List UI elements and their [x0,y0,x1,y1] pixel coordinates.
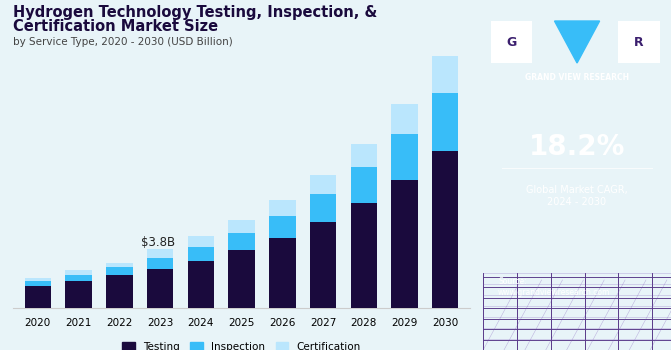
FancyBboxPatch shape [491,21,532,63]
Text: $3.8B: $3.8B [141,236,175,249]
Bar [391,180,418,308]
Text: Certification Market Size: Certification Market Size [13,19,219,34]
Text: R: R [634,35,644,49]
Bar [25,281,51,286]
Text: Global Market CAGR,
2024 - 2030: Global Market CAGR, 2024 - 2030 [526,185,628,207]
Bar [350,167,377,203]
Bar [432,56,458,93]
Bar [65,271,92,275]
Bar [188,261,214,308]
Polygon shape [554,21,600,63]
Bar [147,269,173,308]
Bar [269,216,295,238]
Text: Hydrogen Technology Testing, Inspection, &: Hydrogen Technology Testing, Inspection,… [13,5,378,20]
Bar [65,281,92,308]
Bar [65,275,92,281]
Bar [350,144,377,167]
Bar [106,275,133,308]
Bar [432,93,458,152]
Bar [391,134,418,180]
Bar [228,250,255,308]
Bar [106,262,133,267]
Bar [147,248,173,258]
Bar [310,222,336,308]
Bar [147,258,173,269]
Bar [106,267,133,275]
Bar [25,278,51,281]
Bar [310,175,336,194]
Bar [391,104,418,134]
Bar [350,203,377,308]
Text: G: G [506,35,517,49]
Bar [269,238,295,308]
Bar [228,220,255,233]
Text: GRAND VIEW RESEARCH: GRAND VIEW RESEARCH [525,72,629,82]
Bar [310,194,336,222]
Bar [188,236,214,247]
FancyBboxPatch shape [619,21,660,63]
Legend: Testing, Inspection, Certification: Testing, Inspection, Certification [118,338,365,350]
Bar [25,286,51,308]
Bar [188,247,214,261]
Text: 18.2%: 18.2% [529,133,625,161]
Bar [228,233,255,250]
Text: Source:
www.grandviewresearch.com: Source: www.grandviewresearch.com [498,277,611,297]
Bar [269,200,295,216]
Bar [432,152,458,308]
Text: by Service Type, 2020 - 2030 (USD Billion): by Service Type, 2020 - 2030 (USD Billio… [13,37,233,47]
